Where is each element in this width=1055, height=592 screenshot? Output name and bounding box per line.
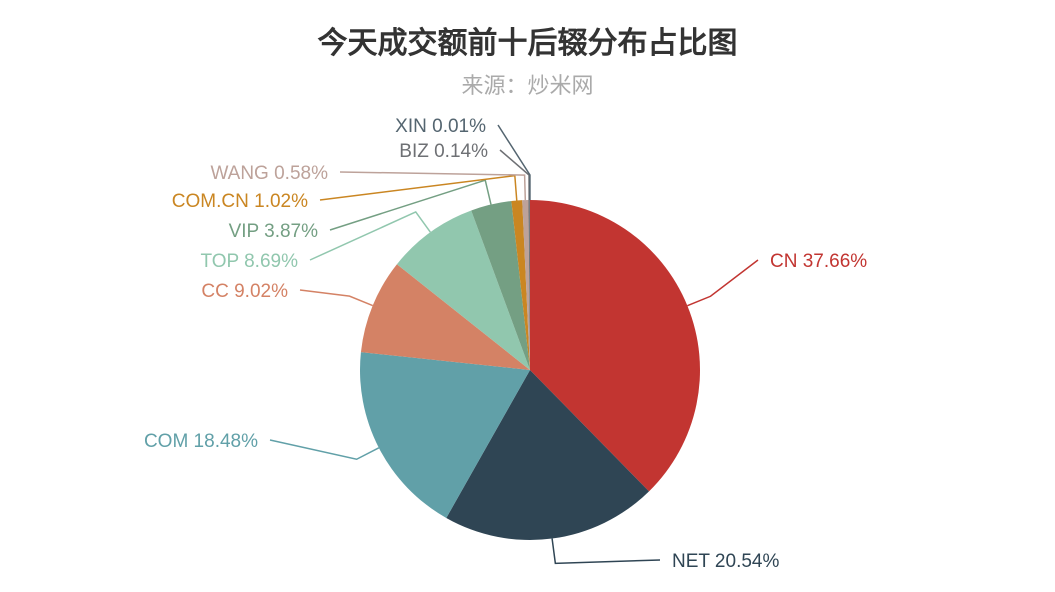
label-com-cn: COM.CN 1.02% — [172, 191, 308, 212]
label-vip: VIP 3.87% — [229, 221, 319, 242]
leader-net — [552, 539, 660, 564]
label-net: NET 20.54% — [672, 551, 779, 572]
leader-cn — [687, 260, 758, 306]
label-wang: WANG 0.58% — [210, 163, 328, 184]
label-xin: XIN 0.01% — [395, 116, 486, 137]
pie-chart: CN 37.66% NET 20.54% COM 18.48% CC 9.02% TOP… — [0, 0, 1055, 592]
label-top: TOP 8.69% — [200, 251, 298, 272]
leader-cc — [300, 290, 373, 306]
label-cn: CN 37.66% — [770, 251, 867, 272]
label-com: COM 18.48% — [144, 431, 258, 452]
label-biz: BIZ 0.14% — [399, 141, 488, 162]
label-cc: CC 9.02% — [201, 281, 288, 302]
leader-com — [270, 440, 379, 459]
